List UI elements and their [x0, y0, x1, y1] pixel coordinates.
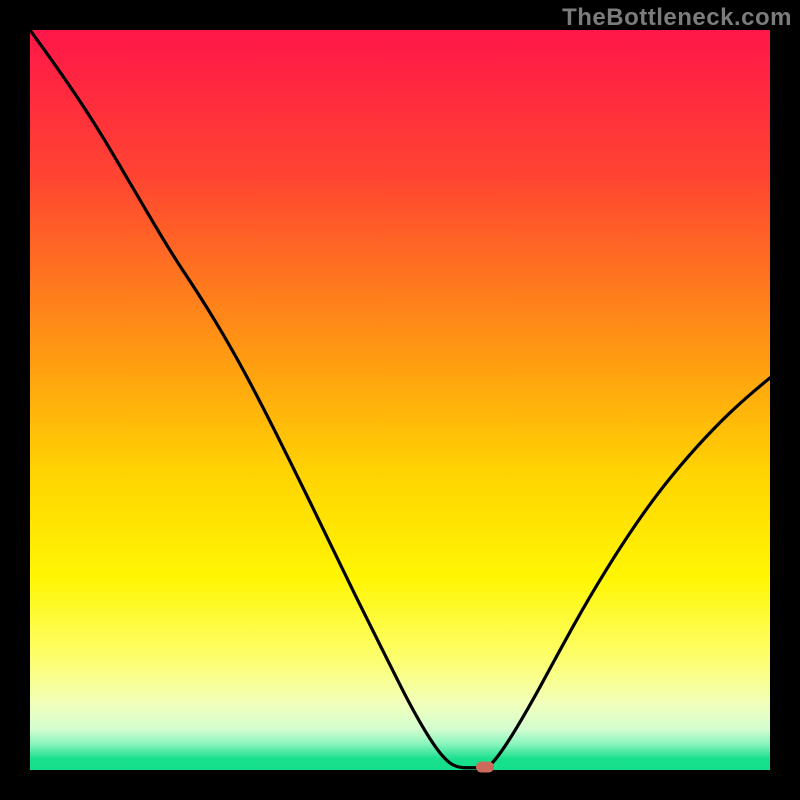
plot-background	[30, 30, 770, 770]
watermark-text: TheBottleneck.com	[562, 4, 792, 32]
plot-area	[30, 30, 770, 770]
chart-frame: TheBottleneck.com	[0, 0, 800, 800]
optimum-marker	[476, 762, 494, 773]
plot-svg	[30, 30, 770, 770]
